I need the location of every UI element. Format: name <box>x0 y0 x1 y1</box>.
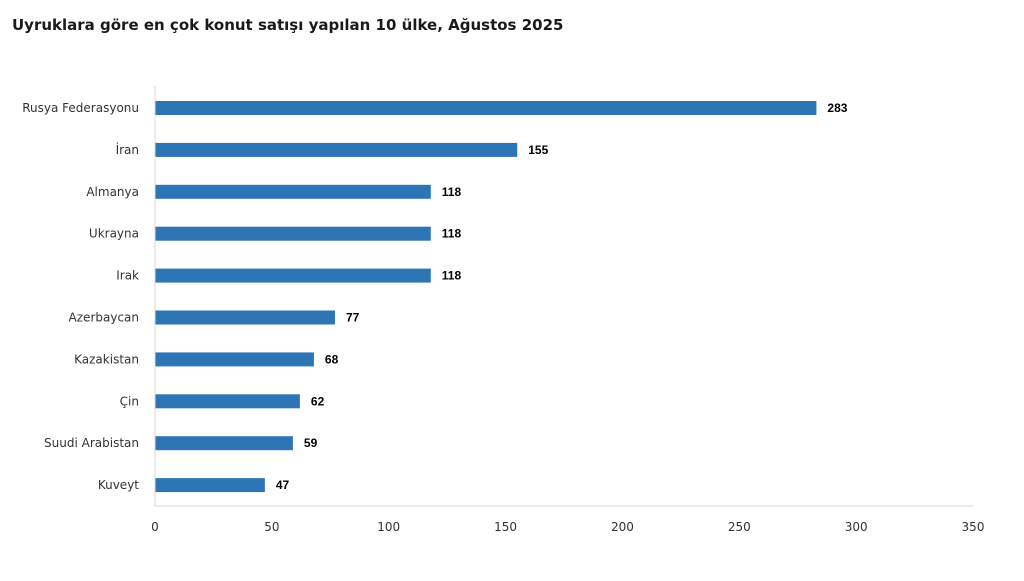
data-label: 283 <box>827 101 847 115</box>
data-label: 118 <box>442 269 462 283</box>
bar <box>155 184 431 199</box>
data-label: 59 <box>304 436 318 450</box>
x-tick-label: 150 <box>494 520 517 534</box>
category-label: Kuveyt <box>98 478 139 492</box>
data-labels: 283 155 118 118 118 77 68 62 59 47 <box>276 101 848 492</box>
data-label: 118 <box>442 185 462 199</box>
bar <box>155 101 817 115</box>
bar <box>155 352 314 367</box>
data-label: 155 <box>528 143 548 157</box>
bar <box>155 436 293 451</box>
data-label: 62 <box>311 394 325 408</box>
data-label: 68 <box>325 352 339 366</box>
x-tick-labels: 0 50 100 150 200 250 300 350 <box>151 520 984 534</box>
x-tick-label: 300 <box>845 520 868 534</box>
x-tick-label: 200 <box>611 520 634 534</box>
bar <box>155 142 518 157</box>
bar <box>155 268 431 283</box>
category-label: Irak <box>116 269 139 283</box>
x-tick-label: 100 <box>377 520 400 534</box>
category-label: İran <box>116 142 139 157</box>
data-label: 118 <box>442 227 462 241</box>
x-tick-label: 250 <box>728 520 751 534</box>
category-label: Azerbaycan <box>69 311 139 325</box>
data-label: 47 <box>276 478 290 492</box>
category-label: Suudi Arabistan <box>44 436 139 450</box>
x-tick-label: 350 <box>962 520 985 534</box>
bar <box>155 478 265 493</box>
bar <box>155 394 300 409</box>
bar <box>155 226 431 241</box>
category-label: Rusya Federasyonu <box>22 101 139 115</box>
chart-title: Uyruklara göre en çok konut satışı yapıl… <box>12 16 564 34</box>
bars-group <box>155 101 817 493</box>
category-label: Almanya <box>86 185 139 199</box>
bar <box>155 310 335 325</box>
data-label: 77 <box>346 311 360 325</box>
category-label: Kazakistan <box>74 352 139 366</box>
category-labels: Rusya Federasyonu İran Almanya Ukrayna Irak A… <box>22 101 139 492</box>
x-tick-label: 50 <box>264 520 279 534</box>
x-tick-label: 0 <box>151 520 159 534</box>
category-label: Ukrayna <box>89 227 139 241</box>
category-label: Çin <box>120 394 139 408</box>
